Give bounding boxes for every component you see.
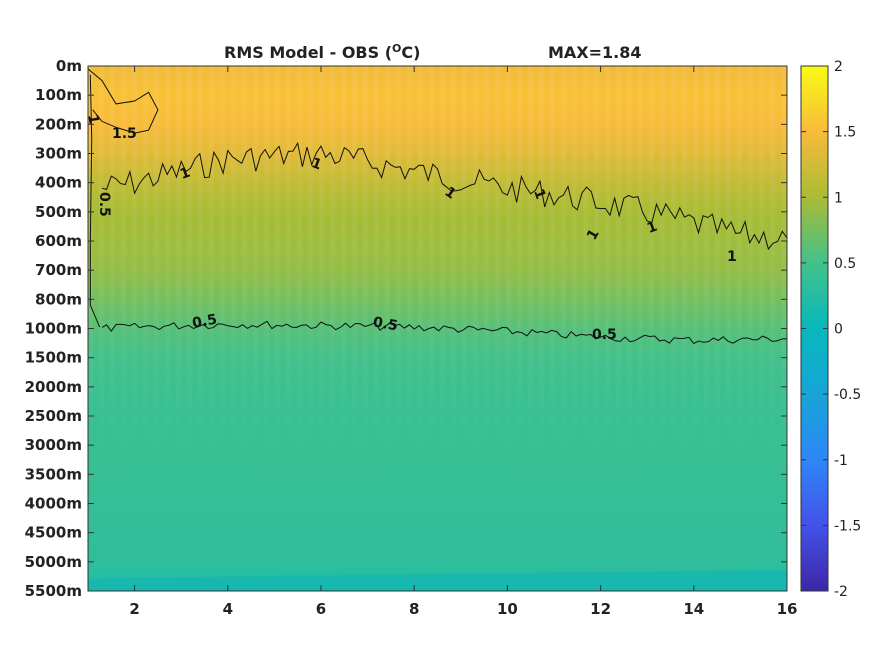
- y-tick-label: 1500m: [25, 349, 82, 367]
- y-tick-label: 400m: [35, 174, 82, 192]
- contour-label-0p5-d: 0.5: [592, 327, 617, 343]
- y-tick-label: 200m: [35, 115, 82, 133]
- x-tick-label: 16: [777, 600, 798, 618]
- colorbar-tick-label: -1.5: [834, 518, 861, 534]
- seafloor-band: [88, 570, 787, 591]
- colorbar-tick-label: 1.5: [834, 125, 856, 141]
- x-tick-label: 8: [409, 600, 419, 618]
- y-tick-label: 5000m: [25, 553, 82, 571]
- colorbar-axis: 2 1.5 1 0.5 0 -0.5 -1 -1.5 -2: [801, 59, 861, 600]
- y-tick-label: 600m: [35, 232, 82, 250]
- y-tick-label: 2500m: [25, 407, 82, 425]
- y-axis: 0m100m200m300m400m500m600m700m800m1000m1…: [25, 57, 787, 600]
- x-tick-label: 10: [497, 600, 518, 618]
- contour-label-0p5-b: 0.5: [191, 312, 218, 332]
- x-tick-label: 12: [590, 600, 611, 618]
- contour-label-0p5-a: 0.5: [96, 192, 112, 217]
- chart-title: RMS Model - OBS (OC): [224, 42, 420, 62]
- contour-0p5: [101, 320, 788, 345]
- colorbar-tick-label: 0: [834, 322, 843, 338]
- heatmap-field: [88, 66, 787, 591]
- x-tick-label: 2: [129, 600, 139, 618]
- y-tick-label: 0m: [56, 57, 82, 75]
- y-tick-label: 700m: [35, 261, 82, 279]
- y-tick-label: 5500m: [25, 582, 82, 600]
- colorbar-tick-label: 0.5: [834, 256, 856, 272]
- colorbar-tick-label: -2: [834, 584, 848, 600]
- y-tick-label: 100m: [35, 86, 82, 104]
- contour-1p5: [87, 68, 159, 134]
- y-tick-label: 3000m: [25, 436, 82, 454]
- colorbar-tick-label: 1: [834, 190, 843, 206]
- x-tick-label: 14: [683, 600, 704, 618]
- y-tick-label: 2000m: [25, 378, 82, 396]
- contour-label-1p5: 1.5: [112, 126, 137, 142]
- x-axis: 2 4 6 8 10 12 14 16: [129, 66, 797, 618]
- contour-label-1-a: 1: [84, 113, 101, 125]
- colorbar-tick-label: -1: [834, 453, 848, 469]
- y-tick-label: 4500m: [25, 524, 82, 542]
- y-tick-label: 1000m: [25, 320, 82, 338]
- y-tick-label: 500m: [35, 203, 82, 221]
- y-tick-label: 800m: [35, 290, 82, 308]
- contour-1: [101, 141, 788, 251]
- colorbar-tick-label: 2: [834, 59, 843, 75]
- title-superscript: O: [392, 42, 401, 55]
- contour-labels: 1.5 1 1 1 1 1 1 1 1 0.5 0.5 0.5 0.5: [84, 113, 737, 343]
- colorbar-tick-label: -0.5: [834, 387, 861, 403]
- y-tick-label: 3500m: [25, 465, 82, 483]
- y-tick-label: 300m: [35, 145, 82, 163]
- max-label: MAX=1.84: [548, 43, 642, 62]
- contour-label-0p5-c: 0.5: [372, 314, 399, 334]
- x-tick-label: 4: [223, 600, 233, 618]
- x-tick-label: 6: [316, 600, 326, 618]
- y-tick-label: 4000m: [25, 495, 82, 513]
- contour-label-1-h: 1: [727, 249, 737, 265]
- heatmap-texture: [88, 66, 787, 591]
